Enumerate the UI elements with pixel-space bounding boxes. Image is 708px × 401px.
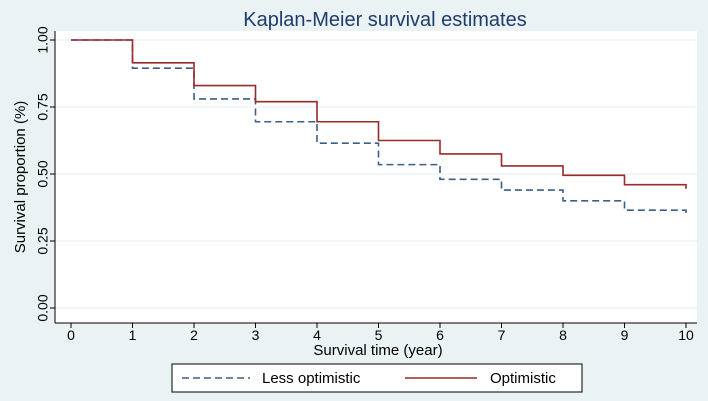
plot-area [55,31,697,323]
legend-box [171,363,583,393]
y-tick-label: 0.00 [35,294,51,321]
x-tick-label: 5 [375,327,383,343]
legend-label: Less optimistic [262,370,361,387]
grid-lines [55,39,697,309]
x-tick-label: 6 [436,327,444,343]
x-tick-label: 10 [678,327,694,343]
x-tick-label: 4 [313,327,321,343]
y-tick-label: 0.25 [35,227,51,254]
x-tick-label: 9 [621,327,629,343]
series-line-less-optimistic [71,39,687,215]
legend: Less optimistic Optimistic [171,363,583,393]
y-tick-label: 1.00 [35,26,51,53]
x-tick-label: 2 [190,327,198,343]
series-line-optimistic [71,39,687,189]
x-tick-label: 3 [252,327,260,343]
axes: 0.00 0.25 0.50 0.75 1.00 0 1 2 3 4 5 6 7 8 9 10 [35,26,697,343]
x-tick-label: 7 [498,327,506,343]
x-tick-label: 8 [559,327,567,343]
legend-label: Optimistic [490,370,556,387]
chart-title: Kaplan-Meier survival estimates [243,9,526,31]
x-tick-label: 0 [67,327,75,343]
y-tick-label: 0.50 [35,160,51,187]
y-axis-label: Survival proportion (%) [12,101,29,254]
y-tick-label: 0.75 [35,93,51,120]
series-lines [71,39,687,215]
x-axis-label: Survival time (year) [313,342,442,359]
x-tick-label: 1 [129,327,137,343]
